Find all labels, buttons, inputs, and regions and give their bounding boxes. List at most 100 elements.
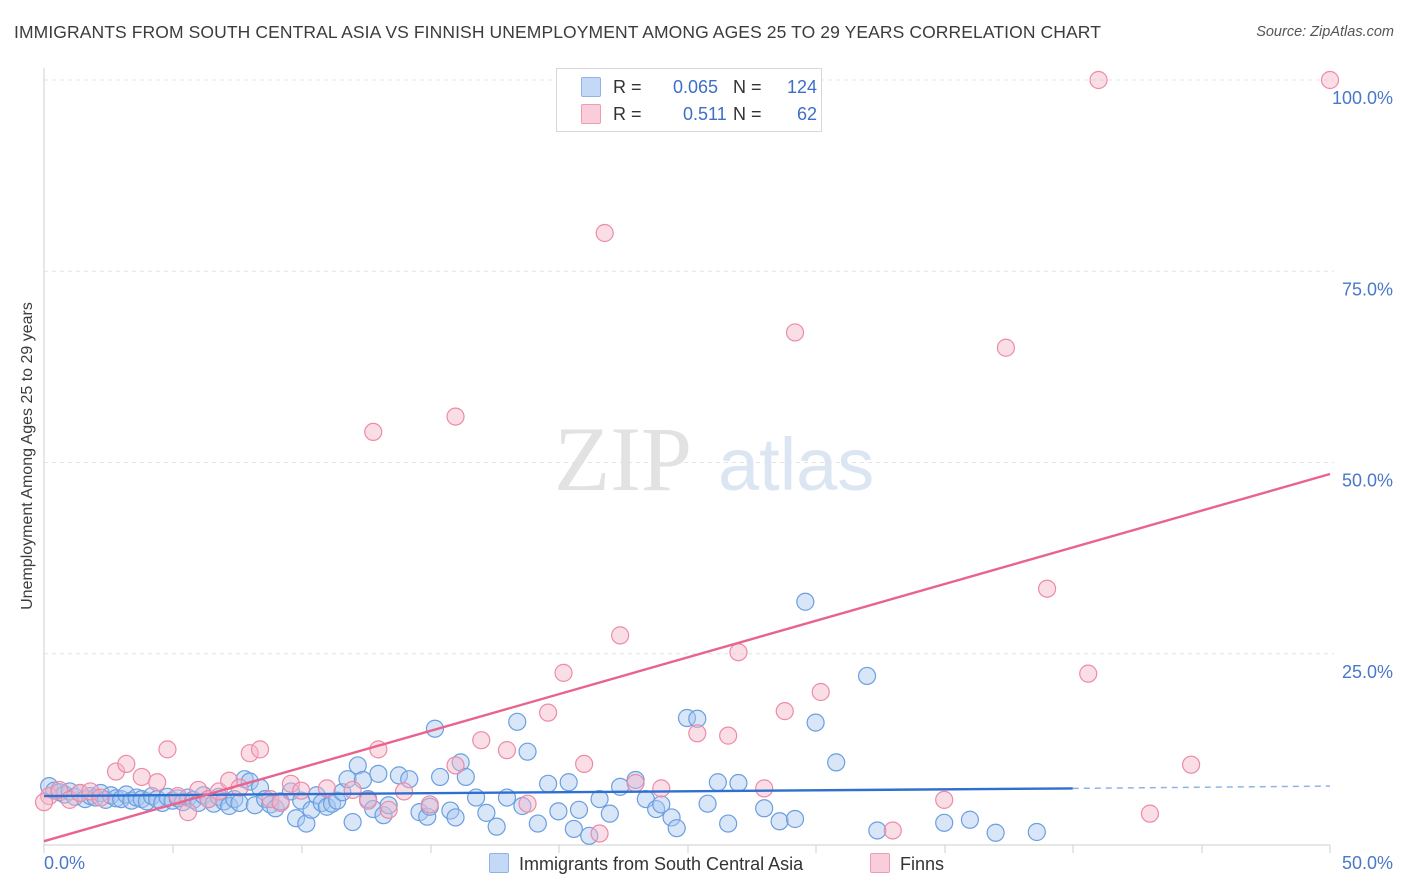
data-point [518, 742, 537, 761]
data-point [935, 813, 954, 832]
data-point [446, 756, 465, 775]
data-point [688, 709, 707, 728]
data-point [528, 814, 547, 833]
trend-line-finns [43, 472, 1331, 843]
data-point [446, 808, 465, 827]
legend-label: Finns [900, 854, 945, 874]
legend-n-label: N = [733, 77, 762, 97]
legend-item-immigrants[interactable]: Immigrants from South Central Asia [489, 852, 803, 876]
data-point [770, 812, 789, 831]
data-point [729, 643, 748, 662]
data-point [364, 422, 383, 441]
data-point [868, 821, 887, 840]
data-point [358, 791, 378, 810]
legend-n-value: 62 [797, 104, 818, 124]
data-point [719, 726, 738, 745]
data-point [117, 754, 136, 774]
data-point [698, 794, 717, 813]
data-point [456, 767, 475, 787]
data-point [430, 767, 450, 787]
data-point [394, 782, 414, 801]
chart-title: IMMIGRANTS FROM SOUTH CENTRAL ASIA VS FI… [14, 22, 1101, 42]
data-point [539, 774, 558, 793]
axes [43, 68, 1331, 853]
data-point [369, 764, 388, 783]
data-point [297, 814, 316, 833]
data-point [292, 781, 311, 800]
data-point [554, 663, 573, 682]
data-point [34, 793, 54, 812]
data-point [811, 682, 830, 702]
data-point [379, 796, 398, 815]
data-point [667, 819, 686, 838]
series-legend: Immigrants from South Central Asia Finns [0, 852, 1406, 878]
data-point [755, 799, 774, 818]
data-point [827, 753, 846, 772]
data-point [559, 773, 578, 792]
data-point [1182, 755, 1201, 774]
data-point [106, 762, 126, 781]
data-point [590, 789, 609, 809]
watermark-zip: ZIP [554, 408, 692, 510]
data-point [472, 731, 491, 750]
data-point [158, 740, 177, 759]
y-tick-label: 25.0% [1342, 662, 1393, 682]
data-point [883, 821, 902, 840]
data-point [539, 703, 558, 722]
data-point [662, 808, 681, 827]
data-point [1027, 822, 1046, 842]
data-point [652, 795, 671, 814]
data-point [317, 779, 337, 798]
data-point [148, 773, 167, 792]
data-point [477, 803, 496, 822]
data-point [1140, 804, 1160, 823]
data-point [271, 793, 290, 813]
data-point [996, 338, 1016, 357]
data-point [688, 724, 707, 743]
trend-line-immigrants [43, 787, 1073, 798]
data-point [420, 795, 439, 814]
legend-swatch-blue [581, 77, 601, 97]
correlation-legend: R = 0.065 N = 124 R = 0.511 N = 62 [556, 68, 822, 132]
data-point [806, 713, 825, 732]
data-point [549, 802, 568, 821]
data-point [857, 666, 877, 686]
data-point [230, 793, 249, 813]
data-point [775, 702, 794, 721]
data-point [626, 773, 645, 793]
data-point [338, 770, 357, 789]
data-point [1320, 70, 1340, 90]
data-point [600, 804, 619, 823]
data-point [343, 780, 362, 800]
legend-item-finns[interactable]: Finns [870, 852, 944, 876]
data-point [132, 767, 151, 787]
data-point [796, 592, 815, 611]
legend-r-value: 0.511 [683, 104, 727, 124]
data-point [245, 796, 265, 815]
data-point [374, 806, 393, 825]
data-point [1089, 70, 1108, 90]
legend-n-value: 124 [787, 77, 818, 97]
data-point [178, 803, 198, 822]
data-point [575, 754, 594, 774]
data-point [785, 323, 805, 342]
x-tick-label: 50.0% [1342, 853, 1393, 873]
legend-swatch-pink [581, 104, 601, 124]
legend-label: Immigrants from South Central Asia [519, 854, 804, 874]
y-tick-label: 50.0% [1342, 471, 1393, 491]
legend-r-value: 0.065 [673, 77, 719, 97]
data-point [708, 773, 727, 792]
data-point [317, 797, 337, 816]
watermark: ZIP atlas [554, 408, 874, 510]
data-point [652, 779, 671, 798]
data-point [960, 810, 980, 829]
source-credit: Source: ZipAtlas.com [1256, 24, 1394, 40]
tick-labels: 100.0% 75.0% 50.0% 25.0% 0.0% 50.0% [44, 88, 1393, 873]
x-tick-label: 0.0% [44, 853, 85, 873]
data-point [595, 223, 614, 243]
legend-n-label: N = [733, 104, 762, 124]
data-point [785, 809, 805, 829]
data-point [569, 800, 589, 819]
data-point [986, 823, 1005, 842]
data-point [497, 741, 517, 760]
